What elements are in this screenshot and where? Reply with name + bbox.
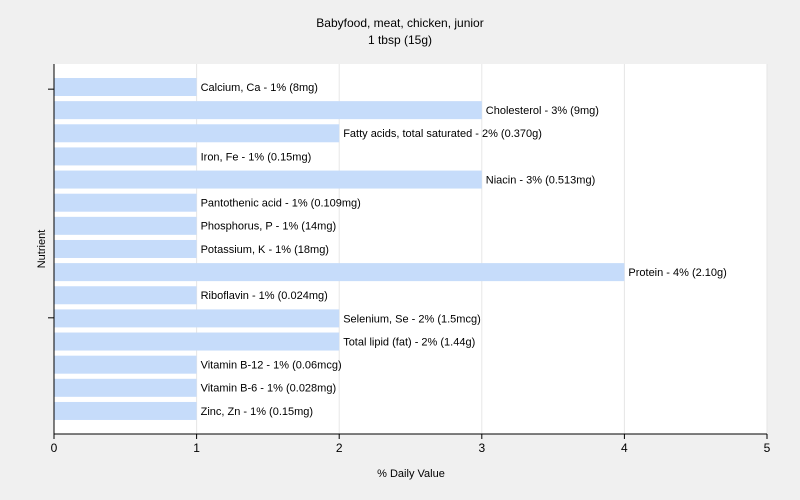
data-label: Phosphorus, P - 1% (14mg) xyxy=(201,221,337,233)
x-tick-label: 1 xyxy=(193,441,200,455)
chart-title: Babyfood, meat, chicken, junior xyxy=(316,16,483,30)
data-label: Cholesterol - 3% (9mg) xyxy=(486,105,599,117)
bar xyxy=(54,239,197,258)
bar xyxy=(54,78,197,96)
chart-subtitle: 1 tbsp (15g) xyxy=(368,33,432,47)
bar xyxy=(54,263,625,282)
bar xyxy=(54,147,197,166)
x-tick-label: 3 xyxy=(478,441,485,455)
data-label: Calcium, Ca - 1% (8mg) xyxy=(201,82,318,94)
data-label: Pantothenic acid - 1% (0.109mg) xyxy=(201,198,361,210)
bar xyxy=(54,332,340,351)
bars xyxy=(54,78,625,420)
x-tick-label: 4 xyxy=(621,441,628,455)
data-label: Niacin - 3% (0.513mg) xyxy=(486,174,595,186)
bar xyxy=(54,309,340,328)
bar xyxy=(54,355,197,374)
data-label: Vitamin B-6 - 1% (0.028mg) xyxy=(201,383,337,395)
bar xyxy=(54,286,197,305)
data-label: Total lipid (fat) - 2% (1.44g) xyxy=(343,336,475,348)
data-label: Potassium, K - 1% (18mg) xyxy=(201,244,329,256)
bar xyxy=(54,401,197,420)
x-tick-label: 5 xyxy=(764,441,771,455)
x-tick-label: 2 xyxy=(336,441,343,455)
bar xyxy=(54,101,482,120)
bar xyxy=(54,216,197,235)
data-labels: Calcium, Ca - 1% (8mg) Cholesterol - 3% (… xyxy=(201,82,727,418)
y-axis-title: Nutrient xyxy=(36,230,48,269)
data-label: Riboflavin - 1% (0.024mg) xyxy=(201,290,328,302)
data-label: Zinc, Zn - 1% (0.15mg) xyxy=(201,406,313,418)
bar xyxy=(54,170,482,189)
bar xyxy=(54,193,197,212)
data-label: Selenium, Se - 2% (1.5mcg) xyxy=(343,313,481,325)
bar xyxy=(54,124,340,143)
x-tick-label: 0 xyxy=(51,441,58,455)
data-label: Fatty acids, total saturated - 2% (0.370… xyxy=(343,128,542,140)
data-label: Protein - 4% (2.10g) xyxy=(628,267,726,279)
axes: 0 1 2 3 4 5 xyxy=(48,64,771,455)
data-label: Iron, Fe - 1% (0.15mg) xyxy=(201,151,312,163)
bar xyxy=(54,378,197,397)
x-axis-title: % Daily Value xyxy=(377,468,445,480)
data-label: Vitamin B-12 - 1% (0.06mcg) xyxy=(201,360,342,372)
